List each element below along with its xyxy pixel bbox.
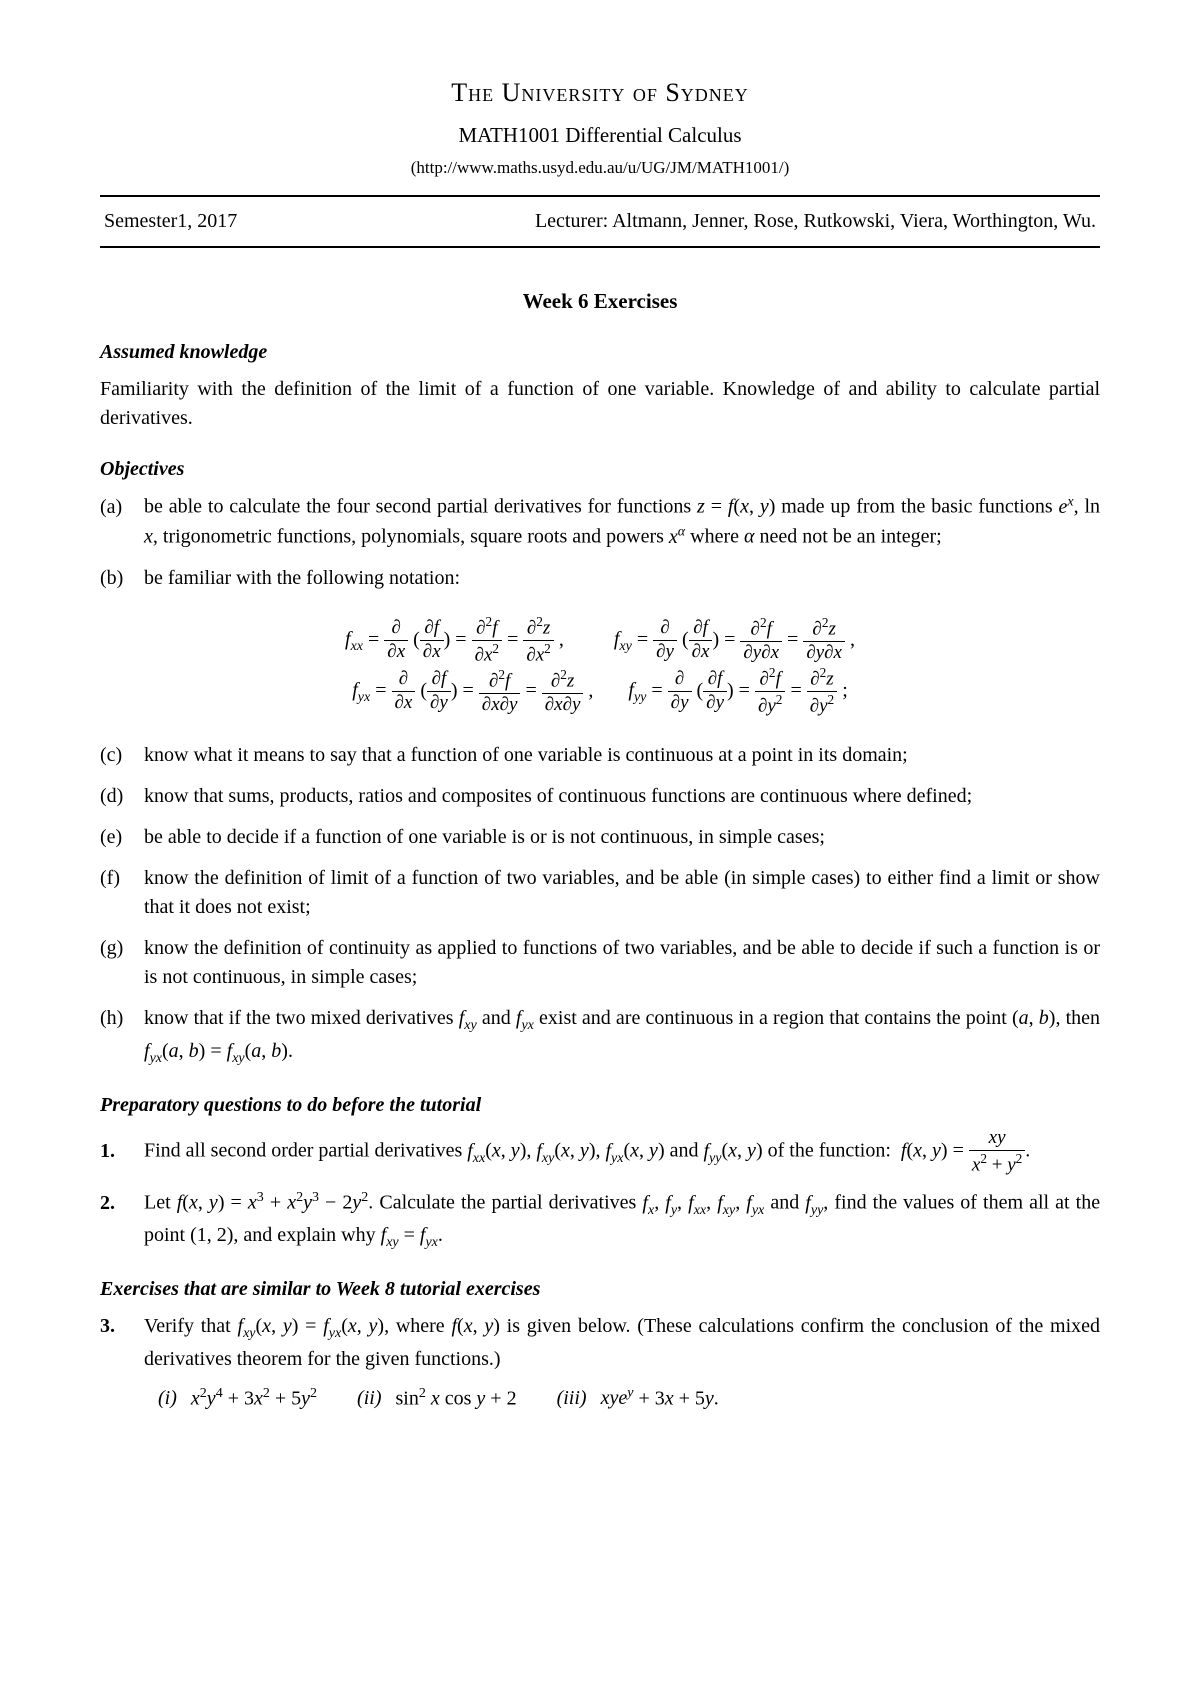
objective-item: (f)know the definition of limit of a fun…	[100, 864, 1100, 922]
objective-marker: (b)	[100, 564, 144, 593]
question-number: 1.	[100, 1137, 144, 1166]
objective-item: (b)be familiar with the following notati…	[100, 564, 1100, 593]
prep-questions-list: 1.Find all second order partial derivati…	[100, 1128, 1100, 1253]
objective-marker: (d)	[100, 782, 144, 811]
semester-label: Semester1, 2017	[104, 207, 237, 236]
objective-text: be familiar with the following notation:	[144, 564, 1100, 593]
objective-marker: (f)	[100, 864, 144, 893]
similar-heading: Exercises that are similar to Week 8 tut…	[100, 1275, 1100, 1304]
objective-text: know the definition of continuity as app…	[144, 934, 1100, 992]
objective-text: know that sums, products, ratios and com…	[144, 782, 1100, 811]
document-header: The University of Sydney MATH1001 Differ…	[100, 74, 1100, 181]
objective-text: be able to decide if a function of one v…	[144, 823, 1100, 852]
question-text: Let f(x, y) = x3 + x2y3 − 2y2. Calculate…	[144, 1188, 1100, 1253]
assumed-knowledge-text: Familiarity with the definition of the l…	[100, 375, 1100, 433]
rule-bottom	[100, 246, 1100, 248]
objective-text: know that if the two mixed derivatives f…	[144, 1004, 1100, 1069]
objective-item: (g)know the definition of continuity as …	[100, 934, 1100, 992]
exercise-subparts: (i)x2y4 + 3x2 + 5y2 (ii)sin2 x cos y + 2 (…	[158, 1384, 1100, 1414]
objective-item: (d)know that sums, products, ratios and …	[100, 782, 1100, 811]
course-url: (http://www.maths.usyd.edu.au/u/UG/JM/MA…	[100, 156, 1100, 181]
exercise-subpart: (iii)xyey + 3x + 5y.	[557, 1384, 719, 1414]
university-name: The University of Sydney	[100, 74, 1100, 112]
objective-text: know the definition of limit of a functi…	[144, 864, 1100, 922]
objective-item: (e)be able to decide if a function of on…	[100, 823, 1100, 852]
semester-line: Semester1, 2017 Lecturer: Altmann, Jenne…	[100, 197, 1100, 246]
prep-question: 2.Let f(x, y) = x3 + x2y3 − 2y2. Calcula…	[100, 1188, 1100, 1253]
prep-heading: Preparatory questions to do before the t…	[100, 1091, 1100, 1120]
course-title: MATH1001 Differential Calculus	[100, 120, 1100, 150]
notation-equations: fxx = ∂∂x (∂f∂x) = ∂2f∂x2 = ∂2z∂x2 , fxy…	[100, 615, 1100, 718]
exercise-subpart: (ii)sin2 x cos y + 2	[357, 1384, 517, 1414]
objectives-list: (a)be able to calculate the four second …	[100, 492, 1100, 1069]
exercise-item: 3.Verify that fxy(x, y) = fyx(x, y), whe…	[100, 1312, 1100, 1413]
objective-marker: (c)	[100, 741, 144, 770]
objective-item: (h)know that if the two mixed derivative…	[100, 1004, 1100, 1069]
assumed-knowledge-heading: Assumed knowledge	[100, 338, 1100, 367]
objectives-heading: Objectives	[100, 455, 1100, 484]
objective-marker: (e)	[100, 823, 144, 852]
prep-question: 1.Find all second order partial derivati…	[100, 1128, 1100, 1176]
exercise-number: 3.	[100, 1312, 144, 1341]
objective-marker: (a)	[100, 493, 144, 522]
objective-item: (c)know what it means to say that a func…	[100, 741, 1100, 770]
week-title: Week 6 Exercises	[100, 286, 1100, 316]
similar-exercises-list: 3.Verify that fxy(x, y) = fyx(x, y), whe…	[100, 1312, 1100, 1413]
exercise-text: Verify that fxy(x, y) = fyx(x, y), where…	[144, 1312, 1100, 1413]
question-number: 2.	[100, 1189, 144, 1218]
exercise-subpart: (i)x2y4 + 3x2 + 5y2	[158, 1384, 317, 1414]
question-text: Find all second order partial derivative…	[144, 1128, 1100, 1176]
objective-item: (a)be able to calculate the four second …	[100, 492, 1100, 551]
lecturer-list: Lecturer: Altmann, Jenner, Rose, Rutkows…	[237, 207, 1096, 236]
objective-text: be able to calculate the four second par…	[144, 492, 1100, 551]
objective-marker: (g)	[100, 934, 144, 963]
objective-text: know what it means to say that a functio…	[144, 741, 1100, 770]
objective-marker: (h)	[100, 1004, 144, 1033]
